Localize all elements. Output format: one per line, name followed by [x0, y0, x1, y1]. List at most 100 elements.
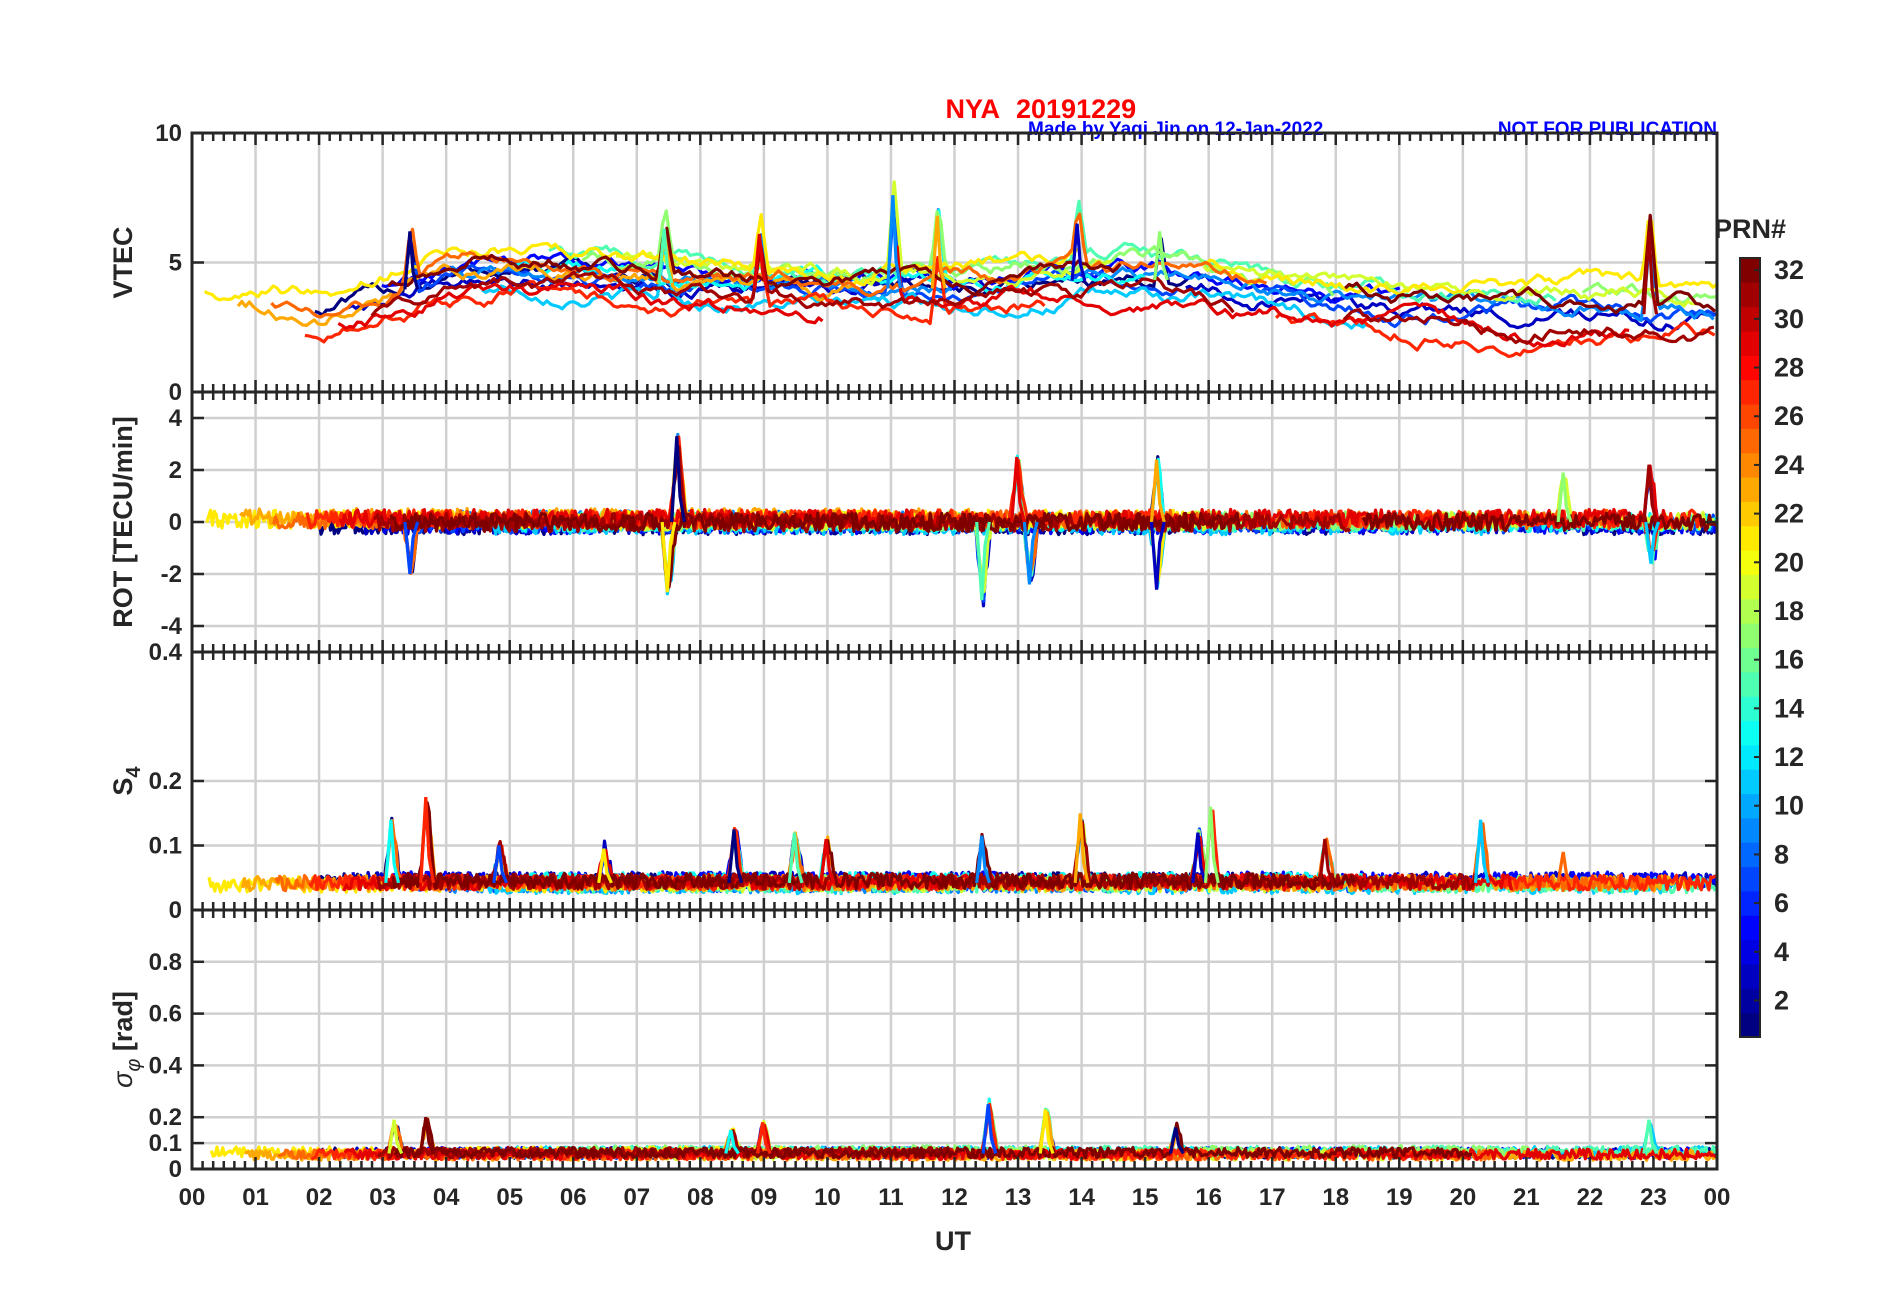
peak-mark [1153, 231, 1169, 281]
colorbar-swatch [1740, 939, 1760, 965]
x-tick-label: 10 [814, 1184, 841, 1211]
y-tick-label: 0.1 [149, 1130, 182, 1157]
peak-mark [1022, 521, 1039, 585]
colorbar-swatch [1740, 598, 1760, 624]
series-line-prn-7 [1252, 284, 1717, 329]
colorbar-tick-label: 16 [1774, 645, 1804, 675]
peak-mark [1473, 819, 1490, 884]
y-tick-label: 0.2 [149, 768, 182, 795]
peak-mark [1318, 838, 1335, 884]
colorbar-swatch [1740, 258, 1760, 283]
y-tick-label: 2 [169, 457, 182, 484]
y-tick-label: 0.4 [149, 1052, 183, 1079]
x-tick-label: 23 [1640, 1184, 1667, 1211]
x-tick-label: 14 [1068, 1184, 1095, 1211]
x-tick-label: 08 [687, 1184, 714, 1211]
colorbar-tick-label: 6 [1774, 888, 1789, 918]
y-axis-label: S4 [108, 766, 145, 796]
peak-mark [660, 521, 677, 593]
x-axis-label: UT [935, 1226, 971, 1256]
y-axis-label: σφ [rad] [108, 991, 145, 1088]
colorbar-swatch [1740, 988, 1760, 1014]
colorbar-swatch [1740, 525, 1760, 551]
peak-mark [597, 848, 613, 884]
series-line-prn-21 [1204, 220, 1717, 297]
series-group [207, 801, 1717, 896]
series-line-prn-29 [895, 245, 1630, 348]
x-tick-label: 07 [623, 1184, 650, 1211]
peak-mark [1644, 521, 1661, 564]
peak-mark [657, 228, 674, 284]
peak-mark [670, 436, 686, 523]
y-axis-label: VTEC [108, 226, 138, 298]
peak-mark [1642, 231, 1659, 315]
x-tick-label: 12 [941, 1184, 968, 1211]
colorbar-tick-label: 8 [1774, 839, 1789, 869]
colorbar-tick-label: 12 [1774, 742, 1804, 772]
colorbar-swatch [1740, 306, 1760, 332]
peak-mark [787, 832, 804, 884]
peak-mark [1070, 223, 1087, 282]
series-line-prn-27 [304, 253, 1046, 344]
x-tick-label: 00 [179, 1184, 206, 1211]
colorbar-swatch [1740, 915, 1760, 941]
peak-mark [1556, 851, 1573, 884]
peak-mark [1149, 521, 1166, 590]
y-tick-label: 0.2 [149, 1104, 182, 1131]
colorbar-swatch [1740, 501, 1760, 527]
peak-mark [1642, 464, 1659, 523]
peak-mark [492, 845, 508, 884]
colorbar-label: PRN# [1714, 214, 1786, 244]
colorbar-tick-label: 30 [1774, 304, 1804, 334]
peak-mark [1073, 813, 1090, 884]
minor-ticks [190, 392, 1719, 652]
peak-mark [1149, 459, 1166, 523]
colorbar-swatch [1740, 452, 1760, 478]
series-line-prn-17 [1581, 281, 1717, 305]
x-tick-label: 06 [560, 1184, 587, 1211]
peak-mark [886, 195, 903, 289]
x-tick-label: 00 [1704, 1184, 1731, 1211]
colorbar-tick-label: 20 [1774, 547, 1804, 577]
colorbar-swatch [1740, 428, 1760, 454]
notice-text: NOT FOR PUBLICATION [1498, 119, 1717, 140]
peak-mark [387, 1119, 404, 1155]
peak-mark [819, 838, 836, 884]
y-tick-label: 0.1 [149, 833, 182, 860]
peak-mark [1203, 806, 1220, 884]
colorbar-swatch [1740, 355, 1760, 381]
x-tick-label: 01 [242, 1184, 269, 1211]
colorbar-swatch [1740, 331, 1760, 356]
colorbar-swatch [1740, 963, 1760, 989]
x-tick-label: 02 [306, 1184, 333, 1211]
y-tick-label: 0 [169, 379, 182, 406]
peak-mark [1168, 1127, 1185, 1155]
y-tick-label: 0.8 [149, 949, 182, 976]
colorbar-tick-label: 24 [1774, 450, 1804, 480]
panel-sigma_phi: 00.10.2 0.4 0.6 0.8σφ [rad] [108, 908, 1719, 1183]
colorbar-tick-label: 18 [1774, 596, 1804, 626]
colorbar-tick-label: 28 [1774, 353, 1804, 383]
series-line-prn-5 [381, 208, 1401, 304]
colorbar-tick-label: 4 [1774, 937, 1789, 967]
colorbar-swatch [1740, 477, 1760, 502]
series-line-prn-29 [337, 281, 824, 330]
colorbar-swatch [1740, 282, 1760, 308]
series-line-prn-27 [1499, 873, 1717, 892]
y-tick-label: 0.6 [149, 1001, 182, 1028]
peak-mark [930, 215, 947, 289]
colorbar-tick-label: 22 [1774, 499, 1804, 529]
colorbar-swatch [1740, 842, 1760, 868]
colorbar-swatch [1740, 890, 1760, 916]
x-tick-label: 15 [1132, 1184, 1159, 1211]
series-line-prn-32 [389, 511, 1241, 589]
peak-mark [727, 829, 744, 884]
peak-mark [1010, 456, 1026, 523]
colorbar-swatch [1740, 866, 1760, 892]
x-tick-label: 18 [1322, 1184, 1349, 1211]
colorbar-swatch [1740, 769, 1760, 795]
